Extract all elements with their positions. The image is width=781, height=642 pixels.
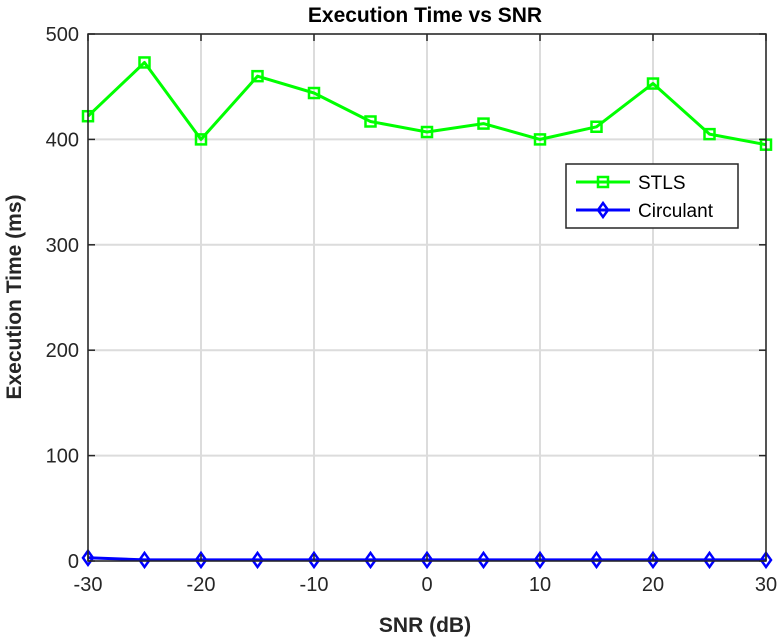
chart-title: Execution Time vs SNR xyxy=(308,4,542,27)
legend-box xyxy=(565,163,739,229)
data-point xyxy=(420,125,434,139)
axes xyxy=(87,33,767,562)
y-tick-label: 300 xyxy=(46,235,79,257)
x-tick-label: 0 xyxy=(421,574,432,596)
x-axis-label: SNR (dB) xyxy=(379,614,471,637)
x-tick-label: -20 xyxy=(187,574,216,596)
y-tick-label: 400 xyxy=(46,129,79,151)
data-point xyxy=(703,127,716,141)
data-point xyxy=(364,115,377,128)
y-tick-label: 0 xyxy=(68,551,79,573)
data-point xyxy=(250,550,265,570)
data-point xyxy=(533,550,547,570)
y-tick-label: 100 xyxy=(46,446,79,468)
data-point xyxy=(307,550,321,570)
x-tick-label: 30 xyxy=(755,574,777,596)
legend-marker xyxy=(596,175,610,189)
data-point xyxy=(646,77,660,90)
data-point xyxy=(137,550,152,570)
data-point xyxy=(307,86,321,100)
data-point xyxy=(476,550,491,570)
data-point xyxy=(420,550,434,570)
x-tick-label: -30 xyxy=(74,574,103,596)
data-point xyxy=(589,550,604,570)
x-tick-label: 20 xyxy=(642,574,664,596)
data-point xyxy=(646,550,660,570)
series-stls xyxy=(81,56,773,151)
data-point xyxy=(590,120,603,134)
data-point xyxy=(251,69,264,83)
legend-marker xyxy=(596,200,610,220)
data-point xyxy=(81,548,95,567)
x-tick-label: 10 xyxy=(529,574,551,596)
x-tick-label: -10 xyxy=(300,574,329,596)
legend-label: Circulant xyxy=(638,201,714,222)
data-point xyxy=(363,550,378,570)
legend-label: STLS xyxy=(638,173,686,194)
data-point xyxy=(194,550,208,570)
y-tick-label: 200 xyxy=(46,340,79,362)
y-axis-label: Execution Time (ms) xyxy=(3,195,26,400)
data-point xyxy=(533,133,547,146)
data-point xyxy=(759,550,773,570)
data-point xyxy=(138,56,151,69)
series-line xyxy=(86,61,767,147)
data-point xyxy=(194,133,208,146)
legend: STLS Circulant xyxy=(565,163,739,229)
y-tick-label: 500 xyxy=(46,24,79,46)
data-point xyxy=(702,550,717,570)
data-point xyxy=(477,117,490,130)
